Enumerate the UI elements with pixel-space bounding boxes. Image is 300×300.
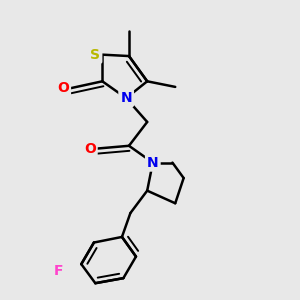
Text: O: O: [57, 81, 69, 95]
Text: N: N: [120, 91, 132, 105]
Text: S: S: [90, 48, 100, 62]
Text: N: N: [147, 156, 159, 170]
Text: F: F: [54, 264, 64, 278]
Text: O: O: [84, 142, 96, 156]
